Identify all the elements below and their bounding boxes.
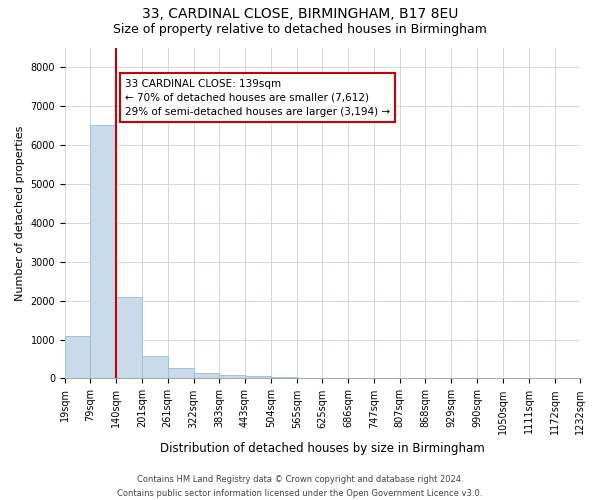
- Y-axis label: Number of detached properties: Number of detached properties: [15, 126, 25, 300]
- Text: 33 CARDINAL CLOSE: 139sqm
← 70% of detached houses are smaller (7,612)
29% of se: 33 CARDINAL CLOSE: 139sqm ← 70% of detac…: [125, 78, 390, 116]
- X-axis label: Distribution of detached houses by size in Birmingham: Distribution of detached houses by size …: [160, 442, 485, 455]
- Text: Contains HM Land Registry data © Crown copyright and database right 2024.
Contai: Contains HM Land Registry data © Crown c…: [118, 476, 482, 498]
- Text: Size of property relative to detached houses in Birmingham: Size of property relative to detached ho…: [113, 22, 487, 36]
- Text: 33, CARDINAL CLOSE, BIRMINGHAM, B17 8EU: 33, CARDINAL CLOSE, BIRMINGHAM, B17 8EU: [142, 8, 458, 22]
- Bar: [142, 356, 167, 378]
- Bar: [167, 368, 194, 378]
- Bar: [194, 373, 220, 378]
- Bar: [220, 375, 245, 378]
- Bar: [91, 126, 116, 378]
- Bar: [245, 376, 271, 378]
- Bar: [116, 296, 142, 378]
- Bar: [65, 336, 91, 378]
